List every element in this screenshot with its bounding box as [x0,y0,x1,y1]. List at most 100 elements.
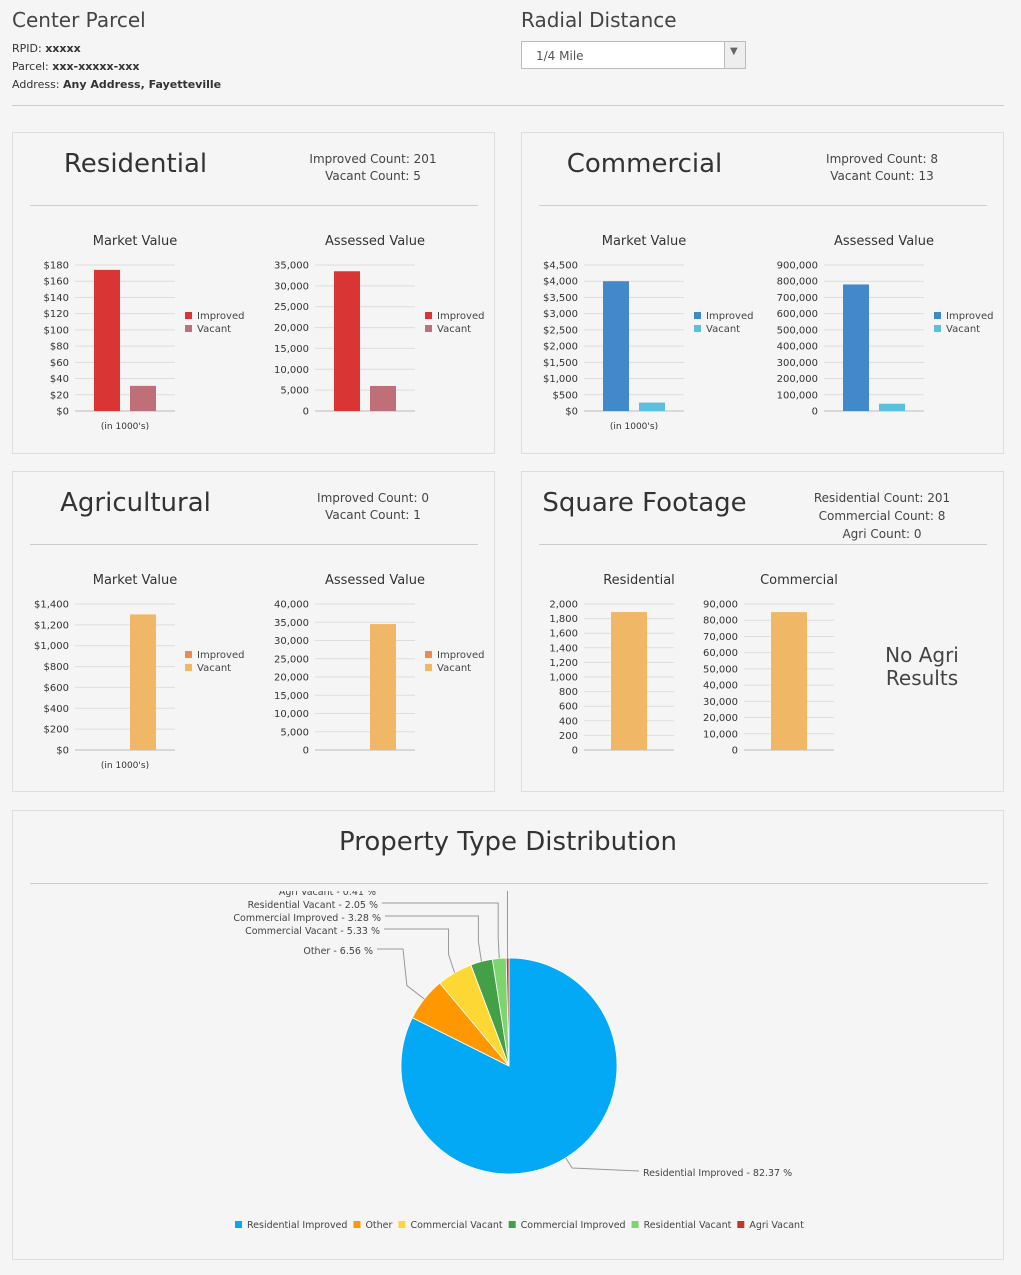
legend-swatch [425,312,432,319]
legend-swatch [425,325,432,332]
chart-title: Assessed Value [325,573,425,588]
y-tick-label: $100 [44,325,69,336]
y-tick-label: 80,000 [703,616,738,627]
bar-improved [334,271,360,411]
vacant-count: Vacant Count: 5 [325,169,421,183]
y-tick-label: $4,000 [543,277,578,288]
panel-divider [30,883,988,884]
agricultural-market-value-chart: Market Value $0 $200 $400 $600 $800 $1,000 $1,2… [34,573,244,771]
legend-label: Vacant [437,663,471,674]
radial-distance-select[interactable]: 1/4 Mile ▼ [521,41,746,69]
y-tick-label: 20,000 [274,323,309,334]
panel-counts: Improved Count: 201 Vacant Count: 5 [293,151,453,185]
chart-title: Market Value [93,573,178,588]
y-tick-label: 30,000 [703,697,738,708]
legend-label: Improved [197,650,244,661]
address-value: Any Address, Fayetteville [63,78,222,91]
x-axis-label: (in 1000's) [101,422,149,432]
sqft-residential-chart: Residential 0 200 400 600 800 1,000 1,200 1,400 1… [549,573,675,757]
y-tick-label: $120 [44,309,69,320]
dropdown-button[interactable]: ▼ [724,42,745,68]
y-tick-label: 1,800 [549,614,578,625]
y-tick-label: $2,000 [543,342,578,353]
panel-title: Square Footage [542,488,747,518]
legend-swatch [694,325,701,332]
chart-title: Residential [603,573,675,588]
bar-vacant [879,403,905,411]
legend-swatch [694,312,701,319]
chevron-down-icon: ▼ [730,46,738,57]
y-tick-label: 300,000 [777,358,818,369]
bar-improved [603,281,629,411]
y-tick-label: 10,000 [274,365,309,376]
chart-title: Commercial [760,573,838,588]
legend-label: Vacant [706,324,740,335]
y-tick-label: $0 [565,407,578,418]
y-tick-label: 15,000 [274,344,309,355]
chart-title: Market Value [93,234,178,249]
residential-panel: Residential Improved Count: 201 Vacant C… [12,132,495,454]
y-tick-label: 50,000 [703,664,738,675]
y-tick-label: 100,000 [777,390,818,401]
y-tick-label: $2,500 [543,325,578,336]
y-tick-label: 40,000 [703,681,738,692]
property-type-pie-chart: Residential Improved - 82.37 % Other - 6.… [233,891,804,1231]
legend-label[interactable]: Residential Improved [247,1220,347,1231]
y-tick-label: 5,000 [280,386,309,397]
bar-value [771,612,807,750]
pie-data-label: Residential Vacant - 2.05 % [248,900,378,911]
legend-label[interactable]: Commercial Improved [521,1220,626,1231]
legend-label: Vacant [946,324,980,335]
address-label: Address: [12,78,64,91]
y-tick-label: $400 [44,704,69,715]
commercial-count: Commercial Count: 8 [818,509,946,523]
pie-data-label: Other - 6.56 % [303,946,373,957]
legend-swatch [508,1221,516,1228]
legend-label[interactable]: Agri Vacant [749,1220,804,1231]
panel-counts: Residential Count: 201 Commercial Count:… [802,489,962,543]
legend-label: Vacant [197,663,231,674]
legend-swatch [425,664,432,671]
residential-assessed-value-chart: Assessed Value 0 5,000 10,000 15,000 20,000 25… [274,234,484,418]
panel-counts: Improved Count: 0 Vacant Count: 1 [293,490,453,524]
panel-title: Commercial [566,149,723,179]
legend-swatch [934,312,941,319]
legend-label[interactable]: Other [365,1220,392,1231]
y-tick-label: 0 [732,746,738,757]
bar-vacant [130,385,156,411]
panel-title: Property Type Distribution [339,827,677,857]
no-agri-line-2: Results [885,666,959,690]
y-tick-label: 60,000 [703,648,738,659]
legend-label: Vacant [197,324,231,335]
panel-title: Residential [63,149,208,179]
legend-label: Improved [197,311,244,322]
legend-label[interactable]: Commercial Vacant [410,1220,502,1231]
y-tick-label: 0 [812,407,818,418]
agri-count: Agri Count: 0 [842,527,922,541]
y-tick-label: 30,000 [274,636,309,647]
x-axis-label: (in 1000's) [610,422,658,432]
y-tick-label: 20,000 [703,713,738,724]
parcel-value: xxx-xxxxx-xxx [52,60,140,73]
y-tick-label: 25,000 [274,302,309,313]
y-tick-label: $500 [553,390,578,401]
improved-count: Improved Count: 0 [317,491,429,505]
legend-swatch [398,1221,406,1228]
y-tick-label: $140 [44,293,69,304]
y-tick-label: 700,000 [777,293,818,304]
legend-swatch [934,325,941,332]
agricultural-assessed-value-chart: Assessed Value 0 5,000 10,000 15,000 20,000 25… [274,573,484,757]
pie-data-label: Residential Improved - 82.37 % [643,1168,792,1179]
property-type-distribution-panel: Property Type Distribution Residential I… [12,810,1004,1260]
y-tick-label: $40 [50,374,69,385]
legend-swatch [185,312,192,319]
y-tick-label: 30,000 [274,281,309,292]
y-tick-label: 0 [303,746,309,757]
y-tick-label: 10,000 [703,729,738,740]
legend-label[interactable]: Residential Vacant [644,1220,732,1231]
chart-title: Assessed Value [325,234,425,249]
y-tick-label: 35,000 [274,618,309,629]
y-tick-label: $20 [50,390,69,401]
pie-leader-line [565,1157,640,1172]
rpid-line: RPID: xxxxx [12,40,221,58]
